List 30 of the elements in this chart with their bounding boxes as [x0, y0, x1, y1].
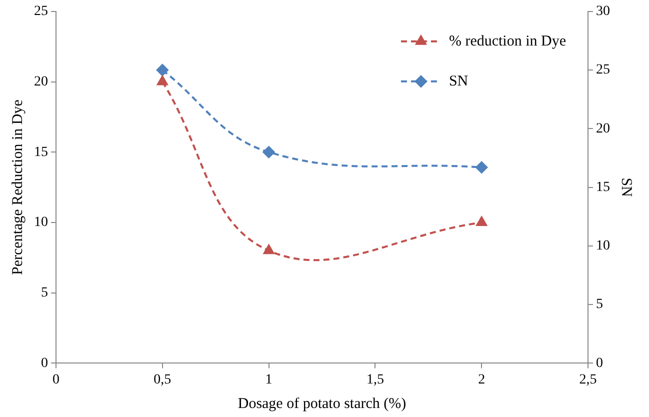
legend-label: SN [448, 73, 468, 90]
y-tick-label: 5 [41, 286, 48, 301]
x-tick-label: 1 [265, 372, 272, 388]
point [157, 76, 168, 86]
x-tick-label: 2 [478, 372, 486, 388]
y2-tick-label: 0 [596, 356, 603, 371]
y2-tick-label: 25 [596, 62, 610, 78]
x-tick-label: 0 [52, 372, 60, 388]
y-tick-label: 20 [34, 74, 48, 90]
y2-tick-label: 5 [596, 297, 603, 312]
y2-tick-label: 20 [596, 121, 610, 136]
y-tick-label: 25 [34, 4, 48, 20]
y2-tick-label: 15 [596, 180, 610, 195]
y2-tick-label: 10 [596, 238, 610, 254]
x-tick-label: 1,5 [366, 372, 384, 388]
point [476, 216, 487, 226]
y-tick-label: 10 [34, 215, 48, 230]
y2-axis-title: SN [618, 178, 634, 198]
x-tick-label: 0,5 [154, 372, 172, 388]
point [156, 64, 168, 76]
x-tick-label: 2,5 [579, 372, 597, 388]
y-axis-title: Percentage Reduction in Dye [10, 99, 26, 275]
point [262, 146, 275, 158]
x-axis-title: Dosage of potato starch (%) [238, 396, 406, 412]
y-tick-label: 15 [34, 144, 48, 160]
y2-tick-label: 30 [596, 4, 610, 20]
point [263, 244, 274, 254]
point [476, 161, 488, 174]
legend-label: % reduction in Dye [448, 33, 566, 50]
y-tick-label: 0 [41, 356, 48, 371]
